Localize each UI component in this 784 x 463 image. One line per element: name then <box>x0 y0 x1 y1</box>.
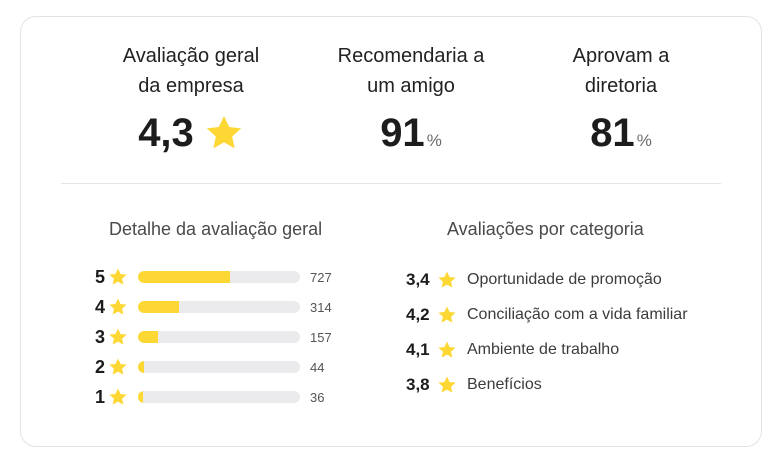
star-icon <box>109 358 127 375</box>
star-icon <box>438 271 456 288</box>
category-score: 4,2 <box>406 304 430 324</box>
star-level: 3 <box>94 326 105 347</box>
star-icon <box>438 376 456 393</box>
overall-rating: Avaliação geral da empresa 4,3 <box>101 41 281 155</box>
rating-distribution: 5 727 4 314 3 157 2 44 1 36 <box>91 262 361 412</box>
star-level: 1 <box>94 386 105 407</box>
approve-label: Aprovam a diretoria <box>572 45 670 97</box>
review-count: 157 <box>310 329 332 345</box>
star-icon <box>438 306 456 323</box>
distribution-row: 4 314 <box>91 292 361 322</box>
category-row: 3,8 Benefícios <box>406 367 746 402</box>
star-level: 4 <box>94 296 105 317</box>
star-level: 2 <box>94 356 105 377</box>
overall-rating-value: 4,3 <box>138 111 194 155</box>
distribution-row: 2 44 <box>91 352 361 382</box>
distribution-bar <box>138 271 300 283</box>
category-row: 4,2 Conciliação com a vida familiar <box>406 297 746 332</box>
distribution-bar-fill <box>138 361 144 373</box>
star-icon <box>206 116 241 149</box>
categories-title: Avaliações por categoria <box>447 219 644 239</box>
category-score: 4,1 <box>406 339 430 359</box>
category-row: 4,1 Ambiente de trabalho <box>406 332 746 367</box>
review-count: 36 <box>310 389 325 405</box>
distribution-bar <box>138 391 300 403</box>
star-icon <box>109 388 127 405</box>
category-label: Benefícios <box>467 375 542 393</box>
approve-value: 81 <box>590 111 635 155</box>
distribution-title: Detalhe da avaliação geral <box>109 219 323 239</box>
distribution-row: 1 36 <box>91 382 361 412</box>
star-icon <box>438 341 456 358</box>
distribution-bar <box>138 331 300 343</box>
recommend-rating: Recomendaria a um amigo 91 % <box>326 41 496 155</box>
recommend-value: 91 <box>380 111 425 155</box>
recommend-unit: % <box>426 131 442 150</box>
distribution-bar-fill <box>138 301 179 313</box>
star-level: 5 <box>94 266 105 287</box>
category-score: 3,8 <box>406 374 430 394</box>
category-ratings: 3,4 Oportunidade de promoção 4,2 Conciliaçã… <box>406 262 746 402</box>
category-label: Conciliação com a vida familiar <box>467 305 688 323</box>
distribution-bar <box>138 361 300 373</box>
summary-section: Avaliação geral da empresa 4,3 Recomenda… <box>21 41 761 181</box>
category-score: 3,4 <box>406 269 430 289</box>
category-label: Ambiente de trabalho <box>467 340 620 358</box>
distribution-row: 3 157 <box>91 322 361 352</box>
distribution-row: 5 727 <box>91 262 361 292</box>
star-icon <box>109 268 127 285</box>
distribution-bar-fill <box>138 331 159 343</box>
divider <box>61 183 721 184</box>
category-label: Oportunidade de promoção <box>467 270 662 288</box>
recommend-label: Recomendaria a um amigo <box>337 45 485 97</box>
review-count: 727 <box>310 269 332 285</box>
star-icon <box>109 298 127 315</box>
star-icon <box>109 328 127 345</box>
distribution-bar <box>138 301 300 313</box>
overall-rating-label: Avaliação geral da empresa <box>122 45 260 97</box>
category-row: 3,4 Oportunidade de promoção <box>406 262 746 297</box>
distribution-bar-fill <box>138 271 231 283</box>
review-count: 314 <box>310 299 332 315</box>
ratings-card: Avaliação geral da empresa 4,3 Recomenda… <box>20 16 762 447</box>
approve-unit: % <box>636 131 652 150</box>
distribution-bar-fill <box>138 391 143 403</box>
review-count: 44 <box>310 359 325 375</box>
approve-rating: Aprovam a diretoria 81 % <box>551 41 691 155</box>
